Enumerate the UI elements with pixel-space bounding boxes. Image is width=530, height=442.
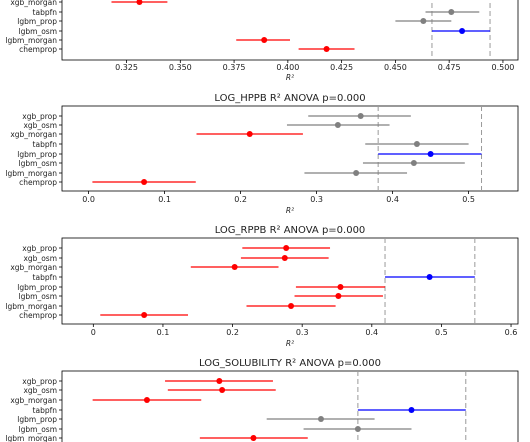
mean-point bbox=[459, 28, 466, 34]
category-label: xgb_prop bbox=[22, 377, 57, 386]
x-tick-label: 0.325 bbox=[115, 63, 138, 72]
x-tick-label: 0.5 bbox=[462, 195, 475, 204]
mean-point bbox=[353, 170, 360, 176]
category-label: lgbm_prop bbox=[17, 283, 57, 292]
panel-2: LOG_HPPB R² ANOVA p=0.000 xgb_propxgb_osm… bbox=[5, 93, 519, 215]
panel-title: LOG_HPPB R² ANOVA p=0.000 bbox=[214, 93, 365, 104]
x-tick-label: 0.1 bbox=[157, 328, 170, 337]
category-label: xgb_morgan bbox=[10, 130, 57, 139]
category-label: lgbm_prop bbox=[17, 415, 57, 424]
category-label: lgbm_osm bbox=[19, 27, 57, 36]
category-label: xgb_osm bbox=[23, 386, 57, 395]
mean-point bbox=[136, 0, 143, 5]
category-label: lgbm_prop bbox=[17, 150, 57, 159]
category-label: xgb_osm bbox=[23, 121, 57, 130]
category-label: lgbm_osm bbox=[19, 292, 57, 301]
mean-point bbox=[231, 264, 238, 270]
category-label: chemprop bbox=[19, 178, 57, 187]
category-label: lgbm_prop bbox=[17, 17, 57, 26]
axes-frame bbox=[61, 237, 519, 325]
x-tick-label: 0.4 bbox=[365, 328, 378, 337]
category-label: tabpfn bbox=[33, 140, 58, 149]
category-label: tabpfn bbox=[33, 273, 58, 282]
x-tick-label: 0.2 bbox=[234, 195, 247, 204]
category-label: xgb_morgan bbox=[10, 396, 57, 405]
x-tick-label: 0.400 bbox=[276, 63, 299, 72]
category-label: lgbm_morgan bbox=[5, 36, 57, 45]
axes-frame bbox=[61, 105, 519, 192]
panel-title: LOG_RPPB R² ANOVA p=0.000 bbox=[215, 225, 366, 236]
panel-4: LOG_SOLUBILITY R² ANOVA p=0.000xgb_propx… bbox=[5, 358, 519, 442]
category-label: xgb_prop bbox=[22, 112, 57, 121]
x-axis-label: R² bbox=[286, 206, 294, 215]
x-axis-label: R² bbox=[286, 339, 294, 348]
mean-point bbox=[448, 9, 455, 15]
mean-point bbox=[410, 160, 417, 166]
category-label: lgbm_osm bbox=[19, 425, 57, 434]
category-label: lgbm_morgan bbox=[5, 169, 57, 178]
mean-point bbox=[420, 18, 427, 24]
mean-point bbox=[143, 397, 150, 403]
category-label: xgb_morgan bbox=[10, 0, 57, 7]
mean-point bbox=[427, 151, 434, 157]
axes-frame bbox=[61, 370, 519, 442]
x-tick-label: 0.350 bbox=[169, 63, 192, 72]
panel-1: xgb_morgantabpfnlgbm_proplgbm_osmlgbm_mo… bbox=[5, 0, 519, 82]
x-tick-label: 0.2 bbox=[226, 328, 239, 337]
x-tick-label: 0.5 bbox=[435, 328, 448, 337]
mean-point bbox=[281, 255, 288, 261]
mean-point bbox=[335, 293, 342, 299]
x-tick-label: 0 bbox=[91, 328, 96, 337]
category-label: tabpfn bbox=[33, 8, 58, 17]
category-label: xgb_osm bbox=[23, 254, 57, 263]
x-tick-label: 0.500 bbox=[491, 63, 514, 72]
category-label: chemprop bbox=[19, 45, 57, 54]
mean-point bbox=[354, 426, 361, 432]
axes-frame bbox=[61, 0, 519, 61]
mean-point bbox=[317, 416, 324, 422]
mean-point bbox=[426, 274, 433, 280]
x-axis-label: R² bbox=[286, 73, 294, 82]
x-tick-label: 0.425 bbox=[330, 63, 353, 72]
x-tick-label: 0.450 bbox=[384, 63, 407, 72]
mean-point bbox=[219, 387, 226, 393]
category-label: xgb_prop bbox=[22, 244, 57, 253]
mean-point bbox=[408, 407, 415, 413]
x-tick-label: 0.6 bbox=[505, 328, 518, 337]
panel-3: LOG_RPPB R² ANOVA p=0.000 xgb_propxgb_osm… bbox=[5, 225, 519, 348]
mean-point bbox=[261, 37, 268, 43]
category-label: chemprop bbox=[19, 311, 57, 320]
mean-point bbox=[334, 122, 341, 128]
category-label: xgb_morgan bbox=[10, 263, 57, 272]
category-label: tabpfn bbox=[33, 406, 58, 415]
category-label: lgbm_osm bbox=[19, 159, 57, 168]
mean-point bbox=[141, 179, 148, 185]
mean-point bbox=[357, 113, 364, 119]
x-tick-label: 0.0 bbox=[82, 195, 95, 204]
x-tick-label: 0.4 bbox=[386, 195, 399, 204]
mean-point bbox=[323, 46, 330, 52]
x-tick-label: 0.1 bbox=[158, 195, 171, 204]
mean-point bbox=[337, 284, 344, 290]
mean-point bbox=[141, 312, 148, 318]
mean-point bbox=[283, 245, 290, 251]
mean-point bbox=[288, 303, 295, 309]
x-tick-label: 0.475 bbox=[438, 63, 461, 72]
category-label: lgbm_morgan bbox=[5, 434, 57, 442]
x-tick-label: 0.3 bbox=[310, 195, 323, 204]
x-tick-label: 0.3 bbox=[296, 328, 309, 337]
category-label: lgbm_morgan bbox=[5, 302, 57, 311]
mean-point bbox=[250, 435, 257, 441]
panel-title: LOG_SOLUBILITY R² ANOVA p=0.000 bbox=[199, 358, 381, 369]
x-tick-label: 0.375 bbox=[223, 63, 246, 72]
mean-point bbox=[246, 131, 253, 137]
mean-point bbox=[413, 141, 420, 147]
mean-point bbox=[216, 378, 223, 384]
